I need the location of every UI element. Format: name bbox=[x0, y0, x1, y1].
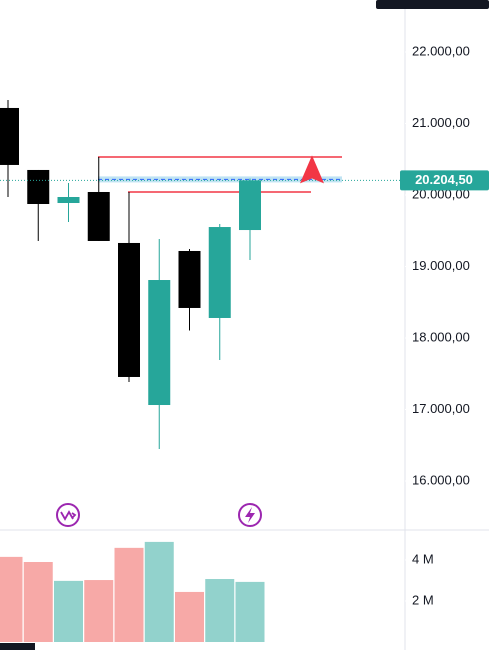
volume-bar bbox=[235, 581, 265, 642]
volume-bar bbox=[114, 547, 144, 642]
y-tick-label: 22.000,00 bbox=[412, 43, 470, 58]
volume-bar bbox=[54, 580, 83, 642]
y-tick-label: 16.000,00 bbox=[412, 472, 470, 487]
top-label-box bbox=[376, 0, 489, 9]
y-tick-label: 18.000,00 bbox=[412, 329, 470, 344]
y-tick-label: 19.000,00 bbox=[412, 258, 470, 273]
candle-body bbox=[178, 250, 201, 308]
bottom-label-box bbox=[0, 643, 35, 650]
candle-body bbox=[87, 191, 110, 241]
candle-body bbox=[57, 196, 80, 204]
volume-bar bbox=[84, 580, 114, 642]
y-tick-label: 4 M bbox=[412, 551, 434, 566]
candle-body bbox=[239, 180, 261, 231]
volume-bar bbox=[144, 541, 174, 642]
event-icon[interactable] bbox=[238, 503, 262, 527]
volume-bar bbox=[205, 579, 235, 642]
y-tick-label: 2 M bbox=[412, 592, 434, 607]
candle-body bbox=[148, 280, 171, 406]
alert-marker bbox=[300, 155, 324, 184]
volume-bar bbox=[0, 556, 23, 642]
candle-body bbox=[208, 227, 231, 318]
current-price-label: 20.204,50 bbox=[415, 172, 473, 187]
y-tick-label: 21.000,00 bbox=[412, 115, 470, 130]
candle-body bbox=[0, 107, 19, 165]
candle-body bbox=[27, 169, 50, 205]
current-price-box bbox=[400, 170, 489, 191]
event-icon[interactable] bbox=[56, 503, 80, 527]
volume-bar bbox=[175, 591, 204, 642]
y-tick-label: 17.000,00 bbox=[412, 401, 470, 416]
volume-bar bbox=[23, 562, 53, 642]
candle-body bbox=[118, 242, 140, 377]
